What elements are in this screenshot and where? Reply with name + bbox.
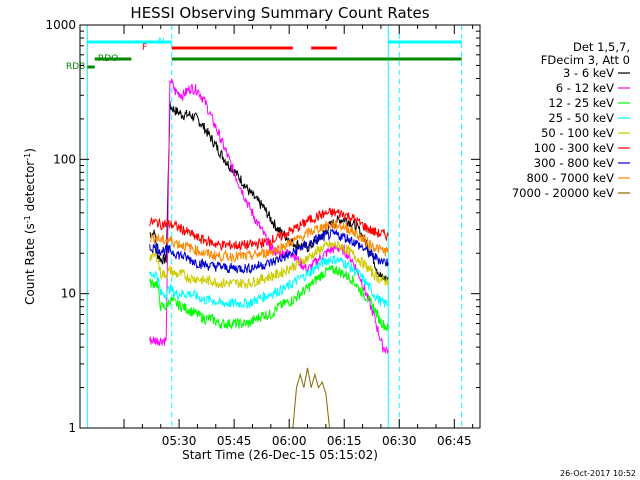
legend-header: FDecim 3, Att 0: [541, 53, 630, 67]
x-axis-label: Start Time (26-Dec-15 05:15:02): [182, 448, 378, 462]
legend-entry: 7000 - 20000 keV: [512, 186, 614, 200]
timestamp-stamp: 26-Oct-2017 10:52: [560, 469, 636, 478]
state-bar-label-f: F: [142, 43, 147, 53]
legend-entry: 300 - 800 keV: [534, 156, 614, 170]
x-tick-label: 06:45: [437, 434, 472, 448]
legend-entry: 800 - 7000 keV: [526, 171, 614, 185]
series-line-1: [149, 78, 389, 355]
series-line-6: [149, 228, 389, 275]
chart-title: HESSI Observing Summary Count Rates: [130, 4, 429, 22]
legend-entry: 12 - 25 keV: [548, 96, 614, 110]
y-tick-label: 1000: [45, 18, 76, 32]
legend-entry: 25 - 50 keV: [548, 111, 614, 125]
y-axis-label: Count Rate (s-1 detector-1): [23, 148, 38, 305]
legend-entry: 6 - 12 keV: [556, 81, 614, 95]
legend-header: Det 1,5,7,: [573, 40, 630, 54]
series-line-3: [149, 255, 389, 309]
x-tick-label: 06:15: [327, 434, 362, 448]
state-bar-label-rdb: RDB: [66, 62, 85, 72]
y-tick-label: 1: [68, 421, 76, 435]
y-tick-label: 100: [53, 152, 76, 166]
x-tick-label: 05:30: [162, 434, 197, 448]
series-line-4: [149, 240, 389, 289]
series-line-2: [149, 264, 389, 331]
state-bar-label-n: N: [158, 37, 165, 47]
y-tick-label: 10: [61, 287, 76, 301]
legend-entry: 50 - 100 keV: [541, 126, 614, 140]
x-tick-label: 06:30: [382, 434, 417, 448]
series-line-5: [149, 207, 389, 252]
series-line-0: [149, 100, 389, 282]
x-tick-label: 06:00: [272, 434, 307, 448]
legend-entry: 100 - 300 keV: [534, 141, 614, 155]
series-line-8: [149, 367, 389, 428]
state-bar-label-rdo: RDO: [98, 54, 118, 64]
series-line-7: [149, 218, 389, 264]
x-tick-label: 05:45: [217, 434, 252, 448]
plot-frame: [79, 24, 481, 429]
legend-entry: 3 - 6 keV: [563, 66, 614, 80]
